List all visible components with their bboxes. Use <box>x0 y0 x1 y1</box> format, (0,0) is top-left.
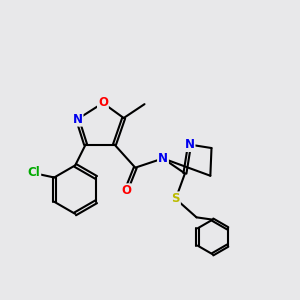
Text: O: O <box>121 184 131 197</box>
Text: O: O <box>98 97 108 110</box>
Text: N: N <box>73 113 82 126</box>
Text: N: N <box>184 138 195 151</box>
Text: N: N <box>158 152 168 165</box>
Text: S: S <box>171 192 180 206</box>
Text: Cl: Cl <box>28 167 40 179</box>
